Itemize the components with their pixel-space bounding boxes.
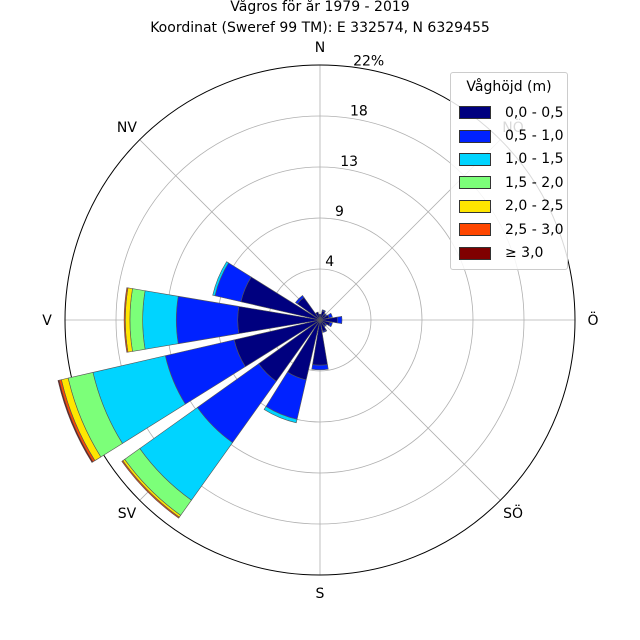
- bar-segment: [129, 288, 146, 352]
- bar-segment: [263, 406, 298, 424]
- direction-label: N: [315, 40, 325, 56]
- legend-title: Våghöjd (m): [466, 79, 552, 95]
- bar-segment: [321, 309, 326, 313]
- bar-segment: [315, 311, 321, 321]
- legend-item: 0,5 - 1,0: [459, 124, 563, 147]
- bar-segment: [142, 290, 179, 350]
- bar-segment: [123, 287, 129, 353]
- legend-item: 2,5 - 3,0: [459, 218, 563, 241]
- wave-bars: [57, 261, 343, 519]
- direction-label: SV: [118, 506, 137, 522]
- radial-tick-label: 22%: [353, 54, 384, 70]
- legend-label: 1,5 - 2,0: [505, 174, 564, 191]
- legend-item: 1,5 - 2,0: [459, 171, 563, 194]
- bar-segment: [327, 312, 333, 319]
- grid-spoke: [139, 139, 321, 321]
- direction-label: SÖ: [503, 504, 523, 522]
- bar-segment: [176, 295, 240, 345]
- legend-swatch: [459, 176, 491, 190]
- direction-label: NV: [117, 120, 137, 136]
- legend-swatch: [459, 223, 491, 237]
- grid-spoke: [319, 319, 501, 501]
- legend-item: 0,0 - 0,5: [459, 101, 563, 124]
- bar-segment: [57, 379, 94, 463]
- radial-tick-label: 4: [325, 254, 334, 270]
- legend-swatch: [459, 129, 491, 143]
- bar-segment: [212, 261, 229, 297]
- legend-label: 2,0 - 2,5: [505, 198, 564, 215]
- legend-label: 0,0 - 0,5: [505, 104, 564, 121]
- legend-item: ≥ 3,0: [459, 241, 559, 264]
- legend-label: ≥ 3,0: [505, 245, 544, 262]
- legend-label: 1,0 - 1,5: [505, 151, 564, 168]
- radial-tick-label: 18: [350, 104, 368, 120]
- bar-segment: [336, 316, 343, 324]
- legend-swatch: [459, 199, 491, 213]
- bar-segment: [311, 364, 329, 371]
- legend-item: 2,0 - 2,5: [459, 195, 563, 218]
- legend-swatch: [459, 106, 491, 120]
- direction-label: Ö: [587, 311, 598, 329]
- direction-label: V: [42, 313, 52, 329]
- bar-segment: [322, 329, 328, 333]
- chart-title: Vågros för år 1979 - 2019: [230, 0, 410, 15]
- outer-ring: [64, 64, 576, 576]
- bar-segment: [121, 460, 180, 519]
- bar-segment: [328, 321, 333, 328]
- bar-segment: [318, 313, 322, 321]
- legend-label: 2,5 - 3,0: [505, 221, 564, 238]
- legend-item: 1,0 - 1,5: [459, 148, 563, 171]
- bar-segment: [295, 295, 305, 305]
- legend-label: 0,5 - 1,0: [505, 128, 564, 145]
- legend-swatch: [459, 246, 491, 260]
- chart-subtitle: Koordinat (Sweref 99 TM): E 332574, N 63…: [150, 20, 490, 36]
- radial-tick-label: 13: [340, 154, 358, 170]
- bar-segment: [323, 323, 328, 328]
- direction-label: S: [316, 586, 325, 602]
- legend-swatch: [459, 152, 491, 166]
- bar-segment: [323, 312, 328, 317]
- legend: Våghöjd (m) 0,0 - 0,5 0,5 - 1,0 1,0 - 1,5 1…: [450, 72, 568, 270]
- radial-tick-label: 9: [335, 204, 344, 220]
